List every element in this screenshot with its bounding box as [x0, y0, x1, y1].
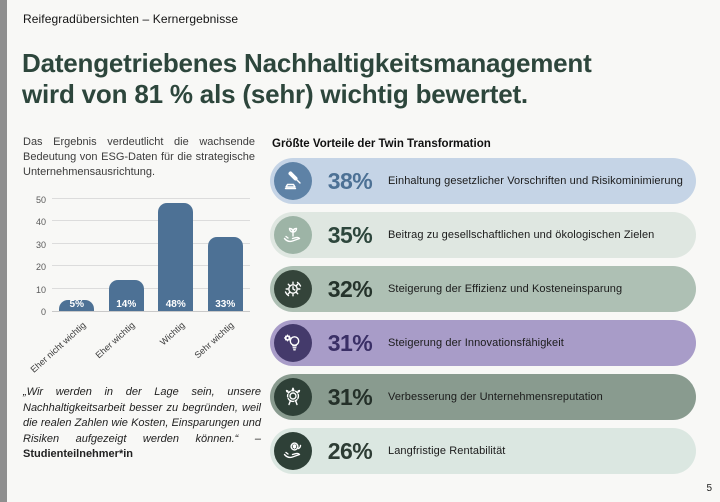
left-edge-strip — [0, 0, 7, 502]
benefit-row: 35% Beitrag zu gesellschaftlichen und ök… — [270, 212, 696, 258]
benefit-row: 26% Langfristige Rentabilität — [270, 428, 696, 474]
hand-coins-icon — [274, 432, 312, 470]
bar-value-label: 14% — [116, 299, 137, 310]
benefit-label: Langfristige Rentabilität — [388, 445, 506, 457]
benefit-row: 31% Verbesserung der Unternehmensreputat… — [270, 374, 696, 420]
y-axis-tick: 10 — [35, 284, 46, 295]
benefit-percentage: 35% — [327, 221, 373, 248]
benefit-row: 31% Steigerung der Innovationsfähigkeit — [270, 320, 696, 366]
benefits-list: 38% Einhaltung gesetzlicher Vorschriften… — [270, 158, 696, 482]
gear-clock-icon — [274, 270, 312, 308]
quote-attribution: Studienteilnehmer*in — [23, 448, 134, 461]
quote-text: „Wir werden in der Lage sein, unsere Nac… — [23, 386, 261, 445]
award-badge-icon — [274, 378, 312, 416]
benefit-percentage: 32% — [327, 275, 373, 302]
breadcrumb: Reifegradübersichten – Kernergebnisse — [23, 12, 239, 26]
bar-3: 48% — [158, 203, 194, 311]
benefit-row: 32% Steigerung der Effizienz und Kostene… — [270, 266, 696, 312]
y-axis-tick: 20 — [35, 262, 46, 273]
page-number: 5 — [706, 483, 712, 494]
benefit-label: Einhaltung gesetzlicher Vorschriften und… — [388, 175, 684, 187]
y-axis-tick: 50 — [35, 195, 46, 205]
gavel-icon — [274, 162, 312, 200]
y-axis-tick: 30 — [35, 239, 46, 250]
y-axis-tick: 0 — [40, 307, 46, 317]
gridline — [52, 265, 250, 267]
benefit-label: Steigerung der Innovationsfähigkeit — [388, 337, 564, 349]
bulb-gear-icon — [274, 324, 312, 362]
benefit-label: Steigerung der Effizienz und Kosteneinsp… — [388, 283, 623, 295]
gridline — [52, 220, 250, 222]
intro-paragraph: Das Ergebnis verdeutlicht die wachsende … — [23, 136, 255, 179]
page-title-line2: wird von 81 % als (sehr) wichtig bewerte… — [22, 78, 528, 109]
benefit-percentage: 31% — [327, 329, 373, 356]
page-title-line1: Datengetriebenes Nachhaltigkeitsmanageme… — [22, 48, 592, 78]
bar-chart: 0 10 20 30 40 50 5% 14% 48% 33% Eher nicht wichtig… — [20, 192, 260, 377]
gridline — [52, 198, 250, 199]
bar-2: 14% — [108, 279, 144, 311]
gridline — [52, 287, 250, 289]
benefit-row: 38% Einhaltung gesetzlicher Vorschriften… — [270, 158, 696, 204]
benefit-percentage: 26% — [327, 437, 373, 464]
hand-plant-icon — [274, 216, 312, 254]
gridline — [52, 242, 250, 244]
chart-plot-area: 0 10 20 30 40 50 5% 14% 48% 33% — [36, 195, 250, 317]
quote-paragraph: „Wir werden in der Lage sein, unsere Nac… — [23, 385, 261, 463]
benefits-heading: Größte Vorteile der Twin Transformation — [272, 138, 491, 150]
bar-4: 33% — [207, 237, 243, 311]
bar-value-label: 48% — [165, 299, 186, 310]
benefit-percentage: 38% — [327, 167, 373, 194]
bar-1: 5% — [59, 299, 95, 311]
benefit-label: Beitrag zu gesellschaftlichen und ökolog… — [388, 229, 655, 241]
benefit-percentage: 31% — [327, 383, 373, 410]
page-title: Datengetriebenes Nachhaltigkeitsmanageme… — [22, 48, 712, 109]
y-axis-tick: 40 — [35, 217, 46, 228]
bar-value-label: 33% — [215, 299, 236, 310]
bar-value-label: 5% — [69, 299, 84, 310]
benefit-label: Verbesserung der Unternehmensreputation — [388, 391, 603, 403]
